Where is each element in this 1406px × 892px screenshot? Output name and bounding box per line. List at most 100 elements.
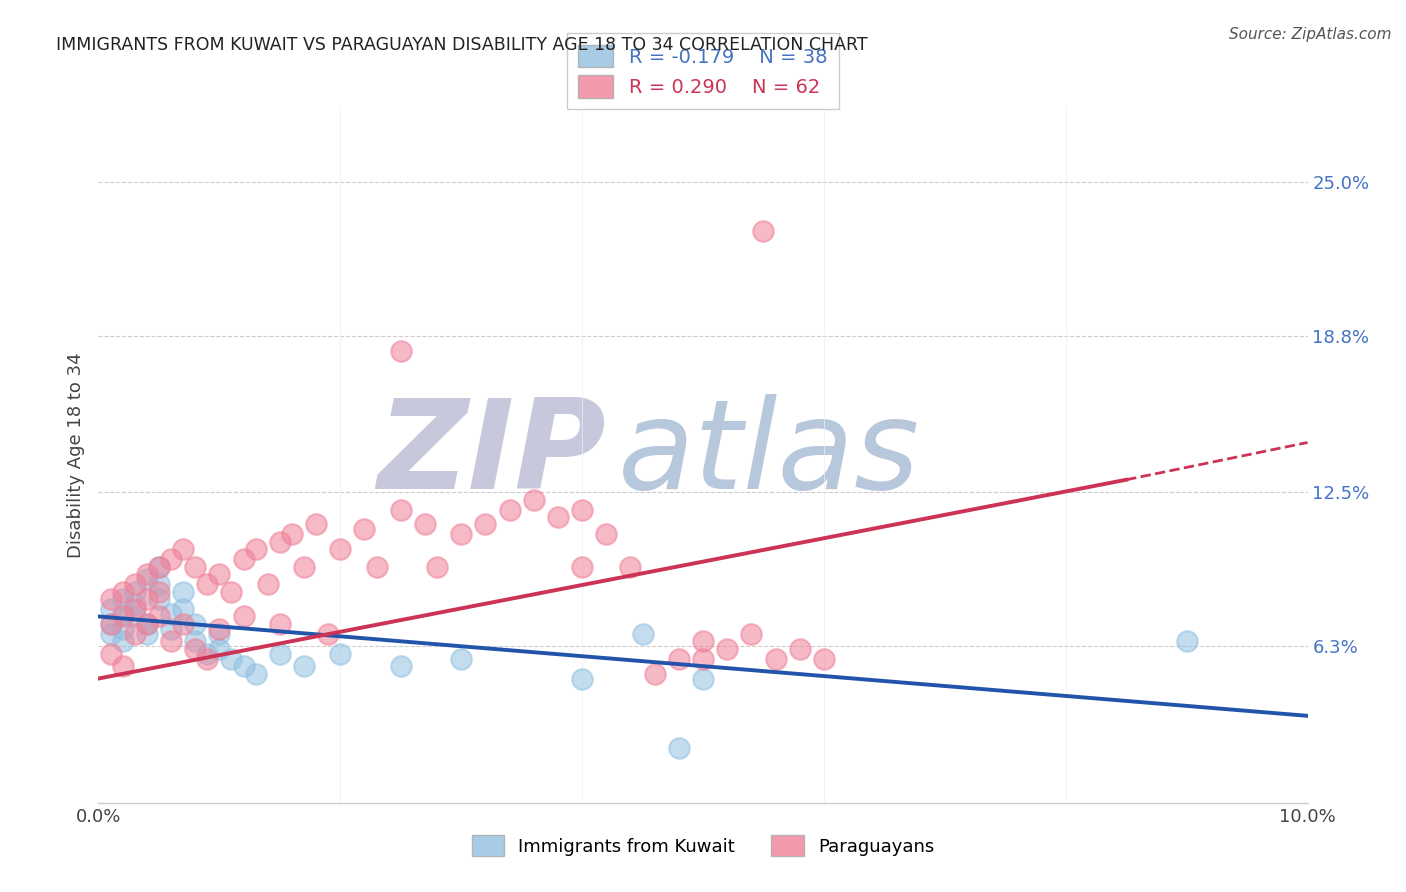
Point: [474, 517, 496, 532]
Point: [245, 666, 267, 681]
Point: [172, 542, 194, 557]
Point: [547, 510, 569, 524]
Point: [668, 741, 690, 756]
Text: ZIP: ZIP: [378, 394, 606, 516]
Point: [100, 647, 122, 661]
Point: [100, 592, 122, 607]
Point: [232, 552, 254, 566]
Point: [498, 502, 520, 516]
Point: [450, 527, 472, 541]
Text: Source: ZipAtlas.com: Source: ZipAtlas.com: [1229, 27, 1392, 42]
Point: [232, 659, 254, 673]
Point: [148, 559, 170, 574]
Point: [245, 542, 267, 557]
Point: [329, 647, 352, 661]
Point: [172, 602, 194, 616]
Point: [135, 567, 157, 582]
Point: [100, 627, 122, 641]
Text: atlas: atlas: [619, 394, 921, 516]
Point: [619, 559, 641, 574]
Point: [148, 559, 170, 574]
Point: [389, 502, 412, 516]
Point: [329, 542, 352, 557]
Point: [292, 559, 315, 574]
Point: [160, 552, 183, 566]
Point: [740, 627, 762, 641]
Point: [426, 559, 449, 574]
Point: [148, 592, 170, 607]
Point: [195, 577, 218, 591]
Point: [353, 523, 375, 537]
Point: [124, 597, 146, 611]
Point: [124, 609, 146, 624]
Point: [316, 627, 339, 641]
Point: [765, 651, 787, 665]
Point: [184, 634, 207, 648]
Point: [208, 627, 231, 641]
Point: [813, 651, 835, 665]
Point: [389, 659, 412, 673]
Point: [111, 584, 134, 599]
Point: [413, 517, 436, 532]
Point: [789, 641, 811, 656]
Point: [160, 607, 183, 621]
Point: [305, 517, 328, 532]
Point: [232, 609, 254, 624]
Point: [100, 616, 122, 631]
Point: [631, 627, 654, 641]
Point: [256, 577, 278, 591]
Point: [184, 616, 207, 631]
Point: [111, 609, 134, 624]
Point: [692, 634, 714, 648]
Point: [571, 672, 593, 686]
Point: [644, 666, 666, 681]
Point: [135, 627, 157, 641]
Text: IMMIGRANTS FROM KUWAIT VS PARAGUAYAN DISABILITY AGE 18 TO 34 CORRELATION CHART: IMMIGRANTS FROM KUWAIT VS PARAGUAYAN DIS…: [56, 36, 868, 54]
Point: [269, 647, 291, 661]
Point: [135, 616, 157, 631]
Point: [752, 224, 775, 238]
Point: [269, 616, 291, 631]
Point: [208, 622, 231, 636]
Point: [716, 641, 738, 656]
Point: [111, 634, 134, 648]
Point: [100, 616, 122, 631]
Point: [221, 584, 243, 599]
Point: [208, 567, 231, 582]
Point: [124, 584, 146, 599]
Point: [135, 616, 157, 631]
Point: [135, 572, 157, 586]
Point: [100, 602, 122, 616]
Point: [195, 651, 218, 665]
Point: [668, 651, 690, 665]
Point: [124, 627, 146, 641]
Point: [292, 659, 315, 673]
Point: [148, 584, 170, 599]
Point: [595, 527, 617, 541]
Point: [135, 592, 157, 607]
Point: [571, 502, 593, 516]
Point: [124, 602, 146, 616]
Point: [523, 492, 546, 507]
Point: [111, 592, 134, 607]
Point: [195, 647, 218, 661]
Point: [148, 577, 170, 591]
Point: [172, 616, 194, 631]
Point: [571, 559, 593, 574]
Point: [184, 641, 207, 656]
Point: [111, 622, 134, 636]
Point: [208, 641, 231, 656]
Point: [172, 584, 194, 599]
Point: [160, 622, 183, 636]
Point: [389, 343, 412, 358]
Y-axis label: Disability Age 18 to 34: Disability Age 18 to 34: [66, 352, 84, 558]
Point: [221, 651, 243, 665]
Point: [124, 577, 146, 591]
Point: [111, 607, 134, 621]
Point: [269, 534, 291, 549]
Point: [111, 659, 134, 673]
Point: [450, 651, 472, 665]
Legend: Immigrants from Kuwait, Paraguayans: Immigrants from Kuwait, Paraguayans: [464, 828, 942, 863]
Point: [366, 559, 388, 574]
Point: [692, 651, 714, 665]
